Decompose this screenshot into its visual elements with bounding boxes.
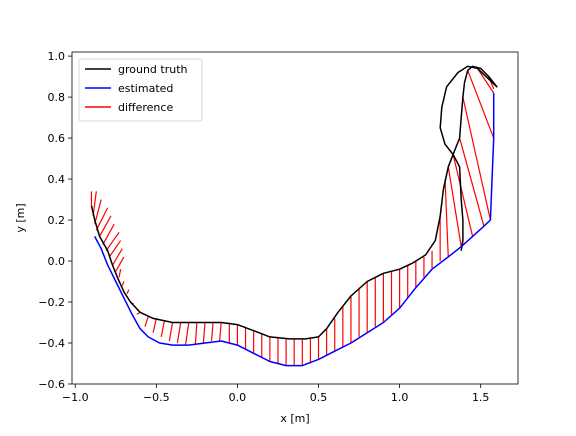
difference-line-52	[444, 179, 449, 257]
difference-line-17	[160, 320, 166, 337]
series-line-ground-truth	[90, 65, 498, 340]
legend-box	[78, 58, 203, 122]
difference-line-4	[99, 215, 112, 237]
difference-line-7	[108, 240, 122, 258]
difference-line-16	[152, 318, 157, 333]
x-tick-label: 1.0	[391, 391, 409, 404]
y-axis-ticks: −0.6 −0.4 −0.2 0.0 0.2 0.4 0.6 0.8 1.0	[38, 50, 72, 391]
x-axis-label: x [m]	[280, 412, 309, 425]
difference-line-57	[467, 70, 495, 139]
difference-line-19	[176, 322, 182, 344]
x-tick-label: 0.5	[310, 391, 328, 404]
difference-line-10	[118, 269, 122, 278]
difference-line-22	[202, 322, 206, 344]
difference-line-23	[210, 322, 214, 342]
difference-line-8	[112, 248, 123, 266]
difference-line-24	[218, 322, 222, 342]
x-tick-label: 0.0	[229, 391, 247, 404]
difference-line-18	[168, 322, 174, 342]
y-axis-label: y [m]	[14, 203, 27, 232]
y-tick-label: −0.4	[38, 337, 65, 350]
x-axis-ticks: −1.0 −0.5 0.0 0.5 1.0 1.5	[62, 384, 490, 404]
legend-label-estimated: estimated	[118, 82, 173, 95]
difference-line-58	[476, 68, 495, 94]
series-line-estimated	[94, 93, 495, 367]
difference-line-54	[452, 154, 474, 237]
difference-line-55	[459, 137, 485, 227]
difference-line-12	[126, 289, 130, 295]
y-tick-label: 0.2	[48, 214, 66, 227]
legend-label-difference: difference	[118, 101, 173, 114]
difference-line-5	[102, 223, 115, 245]
x-tick-label: −1.0	[62, 391, 89, 404]
y-tick-label: −0.2	[38, 296, 65, 309]
difference-line-21	[194, 322, 198, 346]
y-tick-label: 0.8	[48, 91, 66, 104]
difference-line-2	[94, 199, 102, 225]
y-tick-label: 0.0	[48, 255, 66, 268]
trajectory-series	[90, 65, 498, 367]
x-tick-label: 1.5	[472, 391, 490, 404]
legend: ground truth estimated difference	[78, 58, 203, 122]
difference-line-11	[121, 281, 125, 286]
difference-line-6	[105, 232, 120, 252]
difference-line-56	[462, 96, 492, 221]
legend-label-ground-truth: ground truth	[118, 63, 188, 76]
y-tick-label: 1.0	[48, 50, 66, 63]
difference-line-20	[184, 322, 190, 346]
difference-line-9	[115, 256, 125, 272]
x-tick-label: −0.5	[143, 391, 170, 404]
difference-line-15	[144, 316, 149, 327]
difference-lines	[90, 68, 495, 366]
difference-line-3	[95, 207, 109, 231]
y-tick-label: 0.4	[48, 173, 66, 186]
plot-frame	[71, 51, 519, 385]
y-tick-label: −0.6	[38, 378, 65, 391]
difference-line-53	[447, 166, 462, 247]
y-tick-label: 0.6	[48, 132, 66, 145]
